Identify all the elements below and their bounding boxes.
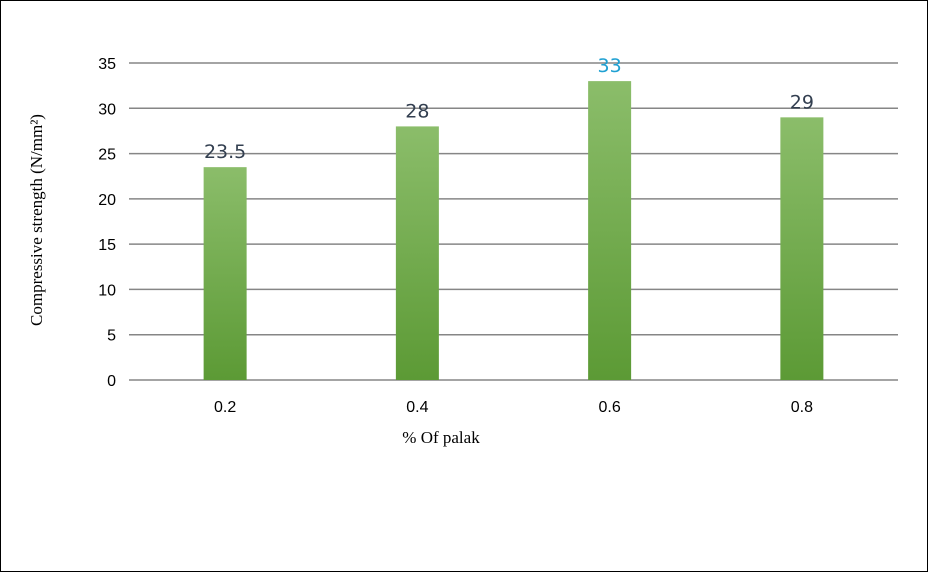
data-labels: 23.5 28 33 29 [204,55,814,163]
y-tick-label: 35 [98,56,116,73]
y-tick-label: 0 [107,373,116,390]
bar-0.6 [588,81,632,380]
bar-0.2 [203,167,247,380]
x-tick-label: 0.8 [791,399,813,416]
x-axis-title: % Of palak [402,428,480,447]
data-label: 29 [790,91,814,113]
y-tick-label: 20 [98,192,116,209]
gridlines [129,62,898,381]
y-tick-label: 25 [98,147,116,164]
bars [203,81,824,381]
x-tick-label: 0.4 [406,399,428,416]
x-tick-label: 0.2 [214,399,236,416]
data-label: 23.5 [204,141,246,163]
data-label: 28 [405,100,429,122]
y-tick-label: 15 [98,237,116,254]
bar-0.8 [780,117,824,380]
x-axis-tick-labels: 0.2 0.4 0.6 0.8 [214,399,813,416]
y-axis-tick-labels: 0 5 10 15 20 25 30 35 [98,56,116,390]
x-tick-label: 0.6 [599,399,621,416]
y-tick-label: 10 [98,282,116,299]
bar-0.4 [395,126,439,381]
y-axis-title: Compressive strength (N/mm²) [27,114,46,326]
y-tick-label: 30 [98,101,116,118]
y-tick-label: 5 [107,328,116,345]
data-label: 33 [598,55,622,77]
